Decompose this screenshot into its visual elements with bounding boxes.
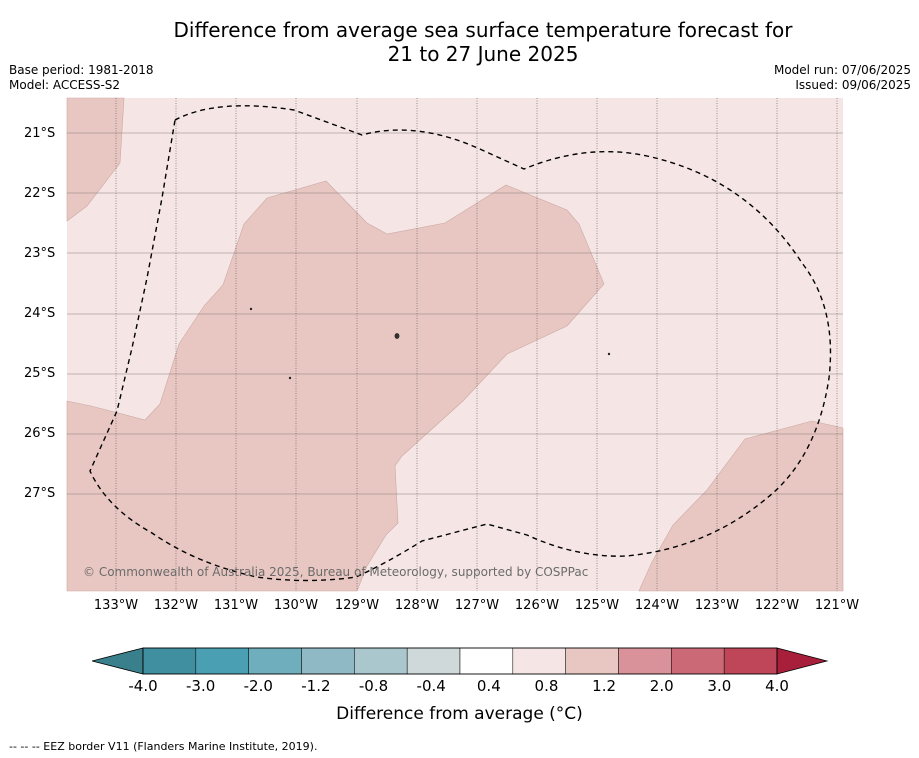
map-title-line2: 21 to 27 June 2025 xyxy=(387,42,579,66)
colorbar-tick-label: 0.4 xyxy=(476,677,501,695)
copyright-credit: © Commonwealth of Australia 2025, Bureau… xyxy=(83,565,589,579)
map-title-line1: Difference from average sea surface temp… xyxy=(173,18,793,42)
island-4 xyxy=(607,352,611,356)
sst-band-mid-southeast xyxy=(638,420,844,592)
colorbar-tick-label: -2.0 xyxy=(243,677,273,695)
lon-label-124: 124°W xyxy=(634,598,680,613)
meta-left: Base period: 1981-2018 Model: ACCESS-S2 xyxy=(9,63,154,93)
colorbar-segment xyxy=(459,647,514,675)
colorbar-segment xyxy=(512,647,566,675)
island-2 xyxy=(249,307,253,311)
colorbar-segment xyxy=(671,647,725,675)
colorbar-tick-label: 3.0 xyxy=(707,677,732,695)
lat-label-26: 26°S xyxy=(24,426,56,441)
lat-gridlines xyxy=(67,132,843,495)
model-run: Model run: 07/06/2025 xyxy=(773,63,911,77)
colorbar-tick-label: -0.8 xyxy=(358,677,389,695)
footer-note: -- -- -- EEZ border V11 (Flanders Marine… xyxy=(9,740,318,753)
lon-label-129: 129°W xyxy=(334,598,380,613)
gridlines xyxy=(115,98,838,591)
colorbar xyxy=(92,647,828,675)
colorbar-segment xyxy=(248,647,302,675)
issued-date: Issued: 09/06/2025 xyxy=(795,78,911,92)
lon-label-127: 127°W xyxy=(454,598,500,613)
colorbar-tick-label: -4.0 xyxy=(128,677,158,695)
colorbar-segment xyxy=(406,647,461,675)
colorbar-tick-label: -3.0 xyxy=(185,677,216,695)
lon-label-132: 132°W xyxy=(153,598,199,613)
lon-label-126: 126°W xyxy=(514,598,560,613)
colorbar-tick-label: 0.8 xyxy=(534,677,559,695)
island-3 xyxy=(288,376,292,380)
lon-label-121: 121°W xyxy=(814,598,860,613)
lon-label-123: 123°W xyxy=(694,598,740,613)
lat-label-24: 24°S xyxy=(24,306,56,321)
colorbar-segment xyxy=(723,647,778,675)
colorbar-tick-label: 2.0 xyxy=(649,677,674,695)
colorbar-segment xyxy=(142,647,197,675)
colorbar-segment xyxy=(301,647,355,675)
colorbar-segments xyxy=(142,647,778,675)
map-svg xyxy=(66,97,844,592)
islands xyxy=(249,307,611,380)
map-title: Difference from average sea surface temp… xyxy=(0,18,919,66)
lon-label-128: 128°W xyxy=(394,598,440,613)
colorbar-high-extend xyxy=(776,647,828,675)
eez-border xyxy=(89,105,832,582)
model-name: Model: ACCESS-S2 xyxy=(9,78,121,92)
colorbar-low-extend xyxy=(92,647,144,675)
lon-label-131: 131°W xyxy=(213,598,259,613)
colorbar-segment xyxy=(195,647,249,675)
lon-label-130: 130°W xyxy=(273,598,319,613)
sst-band-mid-central xyxy=(66,180,605,592)
lat-label-23: 23°S xyxy=(24,246,56,261)
sst-band-mid-northwest xyxy=(66,97,125,222)
colorbar-segment xyxy=(618,647,672,675)
lat-label-21: 21°S xyxy=(24,126,56,141)
island-1 xyxy=(394,333,400,339)
colorbar-tick-label: -1.2 xyxy=(301,677,331,695)
meta-right: Model run: 07/06/2025 Issued: 09/06/2025 xyxy=(774,63,911,93)
colorbar-tick-label: -0.4 xyxy=(416,677,446,695)
colorbar-frame xyxy=(142,647,778,675)
colorbar-tick-label: 4.0 xyxy=(765,677,789,695)
colorbar-tick-label: 1.2 xyxy=(592,677,617,695)
lat-label-27: 27°S xyxy=(24,486,56,501)
base-period: Base period: 1981-2018 xyxy=(9,63,154,77)
colorbar-title: Difference from average (°C) xyxy=(336,704,583,724)
lat-label-22: 22°S xyxy=(24,186,56,201)
lon-label-125: 125°W xyxy=(574,598,620,613)
lon-label-122: 122°W xyxy=(754,598,800,613)
colorbar-segment xyxy=(354,647,408,675)
colorbar-segment xyxy=(565,647,619,675)
lon-label-133: 133°W xyxy=(93,598,139,613)
lat-label-25: 25°S xyxy=(24,366,56,381)
map-panel xyxy=(66,97,844,592)
